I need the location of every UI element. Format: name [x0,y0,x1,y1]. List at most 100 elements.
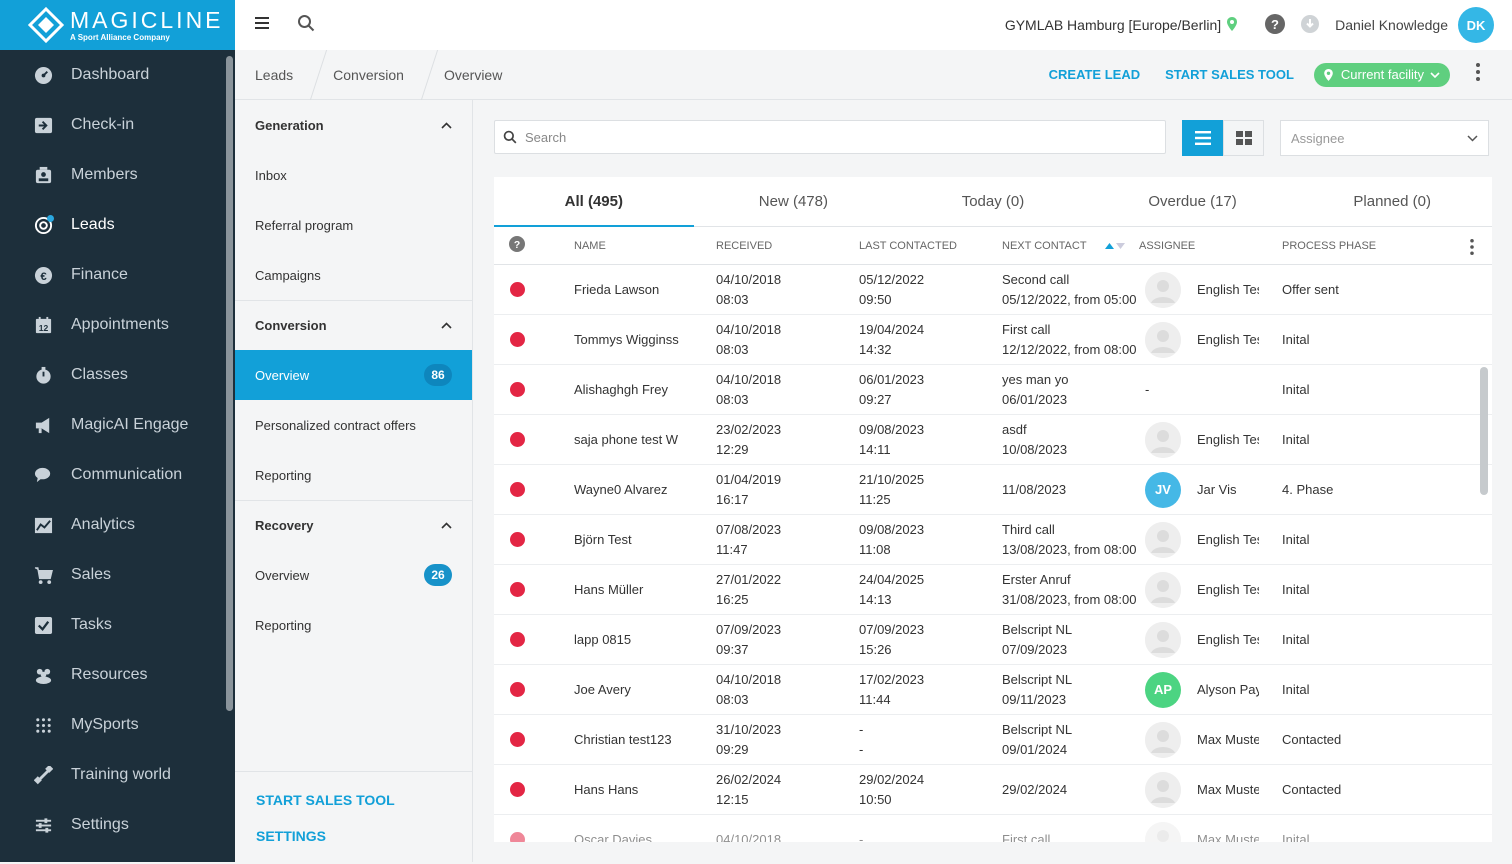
table-scrollbar[interactable] [1480,367,1488,495]
subnav-item-conversion-overview[interactable]: Overview 86 [235,350,472,400]
table-row[interactable]: Hans Müller 27/01/2022 16:25 24/04/2025 14:1… [494,565,1492,615]
help-icon[interactable]: ? [1265,13,1286,37]
settings-link[interactable]: SETTINGS [256,828,327,844]
lead-name[interactable]: Joe Avery [574,682,631,697]
lead-name[interactable]: Tommys Wigginss [574,332,679,347]
tab-all[interactable]: All (495) [494,177,694,227]
chevron-up-icon [441,322,452,329]
table-row[interactable]: saja phone test W 23/02/2023 12:29 09/08/20… [494,415,1492,465]
lead-name[interactable]: Oscar Davies [574,832,653,842]
menu-icon[interactable] [255,16,271,34]
lead-name[interactable]: Wayne0 Alvarez [574,482,668,497]
subnav-label: Inbox [255,167,287,183]
nav-label: Resources [71,666,148,683]
tab-planned[interactable]: Planned (0) [1353,193,1431,210]
subnav-item-recovery-overview[interactable]: Overview 26 [235,550,472,600]
search-icon[interactable] [297,14,315,37]
tab-overdue[interactable]: Overdue (17) [1148,193,1237,210]
user-avatar[interactable]: DK [1458,7,1494,43]
nav-item-communication[interactable]: Communication [0,450,235,500]
column-options-icon[interactable] [1470,239,1474,258]
nav-item-mysports[interactable]: MySports [0,700,235,750]
column-received[interactable]: Received [716,239,773,252]
nav-item-members[interactable]: Members [0,150,235,200]
lead-name[interactable]: Hans Müller [574,582,644,597]
chevron-up-icon [441,522,452,529]
section-title: Generation [255,117,324,133]
lead-name[interactable]: Alishaghgh Frey [574,382,668,397]
facility-filter-button[interactable]: Current facility [1313,62,1450,87]
section-conversion-header[interactable]: Conversion [235,300,472,350]
magicline-logo[interactable]: MAGICLINE A Sport Alliance Company [0,0,235,50]
lead-name[interactable]: Christian test123 [574,732,672,747]
more-options-icon[interactable] [1476,63,1480,86]
lead-name[interactable]: Hans Hans [574,782,639,797]
list-view-button[interactable] [1182,120,1223,156]
table-row[interactable]: Björn Test 07/08/2023 11:47 09/08/2023 11:08… [494,515,1492,565]
column-process-phase[interactable]: Process phase [1282,239,1377,252]
start-sales-tool-button[interactable]: START SALES TOOL [1165,67,1294,82]
download-icon[interactable] [1301,14,1320,36]
status-help-icon[interactable]: ? [494,236,574,255]
assignee-select[interactable]: Assignee [1280,120,1489,156]
nav-item-settings[interactable]: Settings [0,800,235,850]
table-row[interactable]: Joe Avery 04/10/2018 08:03 17/02/2023 11:44 B… [494,665,1492,715]
assignee-placeholder: Assignee [1291,130,1345,146]
received-date: 04/10/2018 [716,831,782,843]
nav-item-finance[interactable]: € Finance [0,250,235,300]
nav-item-resources[interactable]: Resources [0,650,235,700]
nav-item-magicai-engage[interactable]: MagicAI Engage [0,400,235,450]
nav-item-sales[interactable]: Sales [0,550,235,600]
nav-item-classes[interactable]: Classes [0,350,235,400]
lead-name[interactable]: Björn Test [574,532,632,547]
nav-item-tasks[interactable]: Tasks [0,600,235,650]
nav-item-analytics[interactable]: Analytics [0,500,235,550]
lead-name[interactable]: Frieda Lawson [574,282,660,297]
received-date: 04/10/2018 [716,321,782,337]
lead-name[interactable]: saja phone test W [574,432,679,447]
facility-name[interactable]: GYMLAB Hamburg [Europe/Berlin] [1004,17,1222,33]
nav-item-training-world[interactable]: Training world [0,750,235,800]
table-row[interactable]: Hans Hans 26/02/2024 12:15 29/02/2024 10:50 2… [494,765,1492,815]
table-row[interactable]: Alishaghgh Frey 04/10/2018 08:03 06/01/2023… [494,365,1492,415]
subnav-item-inbox[interactable]: Inbox [235,150,472,200]
section-recovery-header[interactable]: Recovery [235,500,472,550]
subnav-item-recovery-reporting[interactable]: Reporting [235,600,472,650]
table-row[interactable]: Wayne0 Alvarez 01/04/2019 16:17 21/10/2025 1… [494,465,1492,515]
received-time: 09:29 [716,741,749,757]
create-lead-button[interactable]: CREATE LEAD [1048,67,1141,82]
breadcrumb-conversion[interactable]: Conversion [313,50,424,100]
subnav-item-personalized-contract-offers[interactable]: Personalized contract offers [235,400,472,450]
column-assignee[interactable]: Assignee [1139,239,1196,252]
table-row[interactable]: Christian test123 31/10/2023 09:29 - - Belscr… [494,715,1492,765]
section-generation-header[interactable]: Generation [235,100,472,150]
nav-item-dashboard[interactable]: Dashboard [0,50,235,100]
lead-name[interactable]: lapp 0815 [574,632,632,647]
last-contacted-time: 09:50 [859,291,892,307]
column-next-contact[interactable]: Next contact [1002,236,1139,256]
nav-item-appointments[interactable]: 12 Appointments [0,300,235,350]
user-name[interactable]: Daniel Knowledge [1335,17,1448,33]
nav-item-check-in[interactable]: Check-in [0,100,235,150]
sidebar-scrollbar[interactable] [226,56,233,711]
tab-new[interactable]: New (478) [758,193,828,210]
tab-today[interactable]: Today (0) [961,193,1025,210]
subnav-item-campaigns[interactable]: Campaigns [235,250,472,300]
search-field[interactable] [494,120,1166,154]
grid-view-button[interactable] [1223,120,1264,156]
received-time: 08:03 [716,691,749,707]
sort-asc-icon[interactable] [1104,242,1125,250]
subnav-item-conversion-reporting[interactable]: Reporting [235,450,472,500]
breadcrumb-leads[interactable]: Leads [235,50,313,100]
column-name[interactable]: Name [574,239,606,252]
start-sales-tool-link[interactable]: START SALES TOOL [256,792,395,808]
search-input[interactable] [525,129,1125,145]
table-row[interactable]: Oscar Davies 04/10/2018 - First call Max Mus… [494,815,1492,842]
subnav-item-referral-program[interactable]: Referral program [235,200,472,250]
column-last-contacted[interactable]: Last contacted [859,239,957,252]
table-row[interactable]: Tommys Wigginss 04/10/2018 08:03 19/04/2024… [494,315,1492,365]
table-row[interactable]: Frieda Lawson 04/10/2018 08:03 05/12/2022 09… [494,265,1492,315]
table-row[interactable]: lapp 0815 07/09/2023 09:37 07/09/2023 15:26 B… [494,615,1492,665]
assignee-name: - [1145,382,1150,397]
nav-item-leads[interactable]: Leads [0,200,235,250]
